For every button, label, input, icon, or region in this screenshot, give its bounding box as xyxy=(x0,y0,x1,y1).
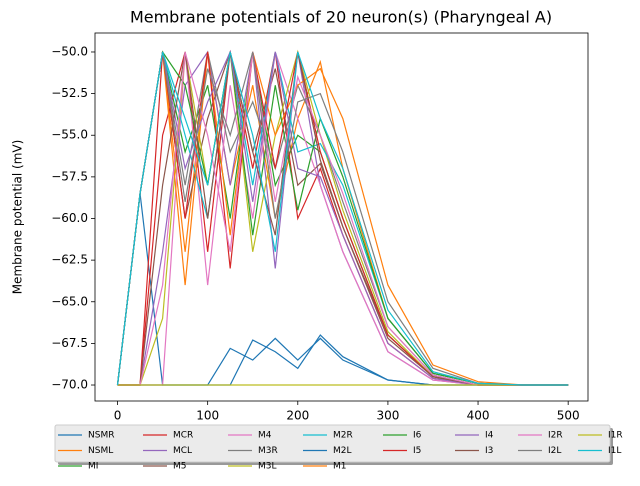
series-line xyxy=(117,51,569,386)
legend-label: I1L xyxy=(608,446,621,456)
series-line xyxy=(116,51,569,386)
y-axis-label: Membrane potential (mV) xyxy=(11,140,25,295)
series-line xyxy=(116,49,569,386)
y-tick-label: −57.5 xyxy=(51,169,88,183)
x-tick-label: 200 xyxy=(286,409,309,423)
y-tick-label: −67.5 xyxy=(51,336,88,350)
legend-label: I5 xyxy=(413,446,421,456)
x-tick-label: 400 xyxy=(467,409,490,423)
legend-label: I1R xyxy=(608,431,623,441)
legend-label: I4 xyxy=(485,431,494,441)
chart-title: Membrane potentials of 20 neuron(s) (Pha… xyxy=(130,8,552,27)
legend-label: MCL xyxy=(173,446,192,456)
series-line xyxy=(116,51,569,386)
x-tick-label: 0 xyxy=(114,409,122,423)
legend-label: I2L xyxy=(548,446,561,456)
legend-label: M4 xyxy=(258,431,272,441)
legend-label: M2L xyxy=(333,446,352,456)
legend-label: M5 xyxy=(173,462,187,472)
plot-frame xyxy=(94,32,589,402)
legend-label: M2R xyxy=(333,431,353,441)
x-tick-label: 300 xyxy=(376,409,399,423)
legend-label: I6 xyxy=(413,431,422,441)
legend-label: NSML xyxy=(88,446,113,456)
legend-label: MCR xyxy=(173,431,193,441)
x-tick-label: 500 xyxy=(557,409,580,423)
legend-label: M3L xyxy=(258,462,277,472)
series-line xyxy=(117,51,569,386)
y-tick-label: −50.0 xyxy=(51,44,88,58)
legend-label: I3 xyxy=(485,446,493,456)
y-tick-label: −60.0 xyxy=(51,211,88,225)
legend-label: NSMR xyxy=(88,431,114,441)
x-tick-label: 100 xyxy=(196,409,219,423)
plot-area xyxy=(116,49,569,386)
series-line xyxy=(117,51,569,386)
y-tick-label: −70.0 xyxy=(51,378,88,392)
y-tick-label: −52.5 xyxy=(51,86,88,100)
legend-label: M3R xyxy=(258,446,278,456)
legend-label: M1 xyxy=(333,462,347,472)
legend-label: MI xyxy=(88,462,98,472)
legend-box xyxy=(54,424,611,463)
legend-label: I2R xyxy=(548,431,563,441)
y-tick-label: −62.5 xyxy=(51,253,88,267)
y-tick-label: −55.0 xyxy=(51,128,88,142)
legend: NSMR NSML MI MCR MCL M5 M4 M3R M3L M2R M2L M1 I6 I5 I4… xyxy=(54,424,623,472)
y-tick-label: −65.0 xyxy=(51,294,88,308)
series-line xyxy=(117,51,569,386)
